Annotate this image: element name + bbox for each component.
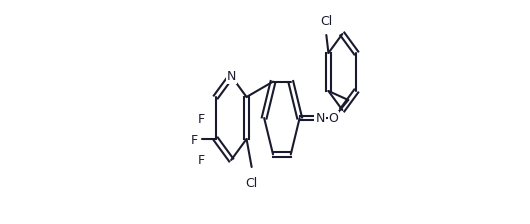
Text: Cl: Cl <box>245 177 258 190</box>
Text: N: N <box>226 69 236 82</box>
Text: N: N <box>315 112 325 125</box>
Text: F: F <box>198 153 205 166</box>
Text: Cl: Cl <box>320 15 332 28</box>
Text: F: F <box>191 134 198 146</box>
Text: F: F <box>198 112 205 125</box>
Text: O: O <box>329 112 339 125</box>
